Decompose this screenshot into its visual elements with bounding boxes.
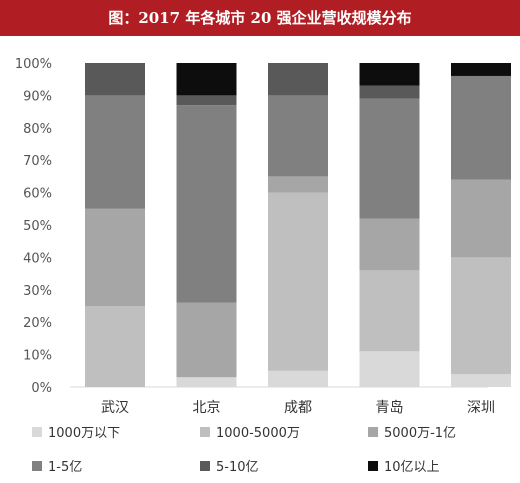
legend-label: 1-5亿 [48,460,82,475]
x-category-label: 成都 [284,400,312,416]
bar-segment [359,85,420,99]
y-tick-label: 80% [23,122,52,137]
y-axis-ticks: 0% 10% 20% 30% 40% 50% 60% 70% 80% 90% 100% [15,57,52,396]
legend-label: 10亿以上 [384,460,440,475]
bar-segment [85,306,145,387]
bar-segment [85,208,145,306]
bar-segment [268,370,328,387]
bar-segment [451,63,511,76]
x-category-label: 青岛 [376,400,404,416]
bar-segment [268,63,328,96]
bar-segment [268,95,328,177]
bar-segment [268,176,328,193]
chart-title: 图：2017 年各城市 20 强企业营收规模分布 [108,9,412,27]
legend-swatch [32,427,42,437]
legend-swatch [32,461,42,471]
y-tick-label: 70% [23,154,52,169]
bar-segment [85,63,145,96]
legend-swatch [368,427,378,437]
legend-label: 1000万以下 [48,426,120,441]
y-tick-label: 90% [23,89,52,104]
legend-label: 5000万-1亿 [384,426,456,441]
bar-segment [85,95,145,209]
bar-segment [451,374,511,387]
legend: 1000万以下 1000-5000万 5000万-1亿 1-5亿 5-10亿 10亿以上 [32,426,456,475]
legend-swatch [368,461,378,471]
bar-segment [176,302,237,378]
y-tick-label: 60% [23,187,52,202]
title-banner [0,0,520,36]
legend-swatch [200,427,210,437]
legend-label: 1000-5000万 [216,426,300,441]
y-tick-label: 100% [15,57,52,72]
bars [85,63,511,387]
bar-segment [176,63,237,96]
bar-segment [359,218,420,271]
y-tick-label: 30% [23,284,52,299]
bar-segment [359,270,420,352]
x-category-label: 武汉 [101,400,129,416]
bar-segment [268,192,328,371]
x-category-label: 深圳 [467,400,495,416]
y-tick-label: 40% [23,251,52,266]
bar-segment [451,179,511,258]
bar-segment [451,257,511,375]
x-axis-categories: 武汉 北京 成都 青岛 深圳 [101,400,495,416]
legend-swatch [200,461,210,471]
bar-segment [359,351,420,387]
bar-segment [176,105,237,303]
legend-label: 5-10亿 [216,460,259,475]
bar-segment [451,75,511,180]
bar-segment [359,63,420,86]
y-tick-label: 10% [23,349,52,364]
y-tick-label: 0% [31,381,52,396]
y-tick-label: 20% [23,316,52,331]
x-category-label: 北京 [193,400,221,416]
y-tick-label: 50% [23,219,52,234]
bar-segment [359,98,420,219]
bar-segment [176,95,237,106]
bar-segment [176,377,237,387]
